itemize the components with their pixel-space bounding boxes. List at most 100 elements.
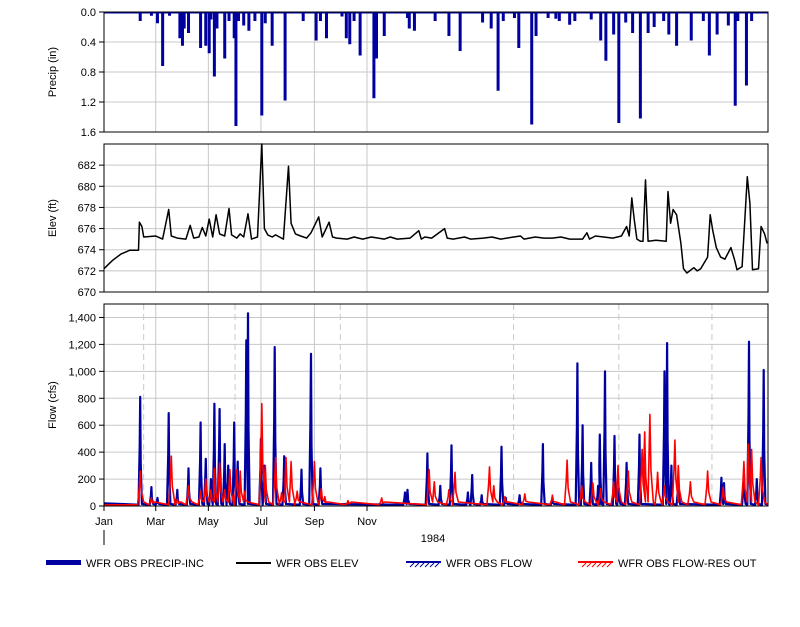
y-tick-label: 1,000 (68, 366, 96, 378)
precip-bar (227, 12, 231, 21)
flow-obs-line (103, 312, 769, 506)
legend-swatch-hatch (429, 562, 435, 568)
precip-bar (324, 12, 328, 39)
precip-bar (223, 12, 227, 59)
precip-bar (612, 12, 616, 35)
precip-bar (496, 12, 500, 91)
legend-swatch-hatch (434, 562, 440, 568)
legend-label: WFR OBS FLOW (446, 558, 533, 570)
precip-bar (546, 12, 550, 18)
precip-bar (215, 12, 219, 29)
precip-bar (180, 12, 184, 46)
precip-bar (178, 12, 182, 39)
precip-bar (204, 12, 208, 46)
precip-bar (263, 12, 267, 24)
precip-bar (689, 12, 693, 41)
x-tick-label: Mar (146, 516, 165, 528)
legend-swatch (46, 560, 81, 565)
x-tick-label: Jul (254, 516, 268, 528)
precip-bar (701, 12, 705, 21)
legend-swatch-hatch (414, 562, 420, 568)
precip-bar (168, 12, 172, 16)
panel-frame (103, 11, 769, 133)
y-tick-label: 800 (78, 393, 96, 405)
precip-bar (750, 12, 754, 21)
y-axis-label: Elev (ft) (47, 199, 59, 237)
precip-bar (283, 12, 287, 101)
precip-bar (199, 12, 203, 48)
precip-bar (232, 12, 236, 39)
panel-2: 670 672 674 676 678 680 682 Elev (ft) (47, 143, 769, 299)
x-tick-label: Nov (357, 516, 377, 528)
precip-bar (744, 12, 748, 86)
legend-label: WFR OBS ELEV (276, 558, 359, 570)
precip-bar (557, 12, 561, 21)
precip-bar (352, 12, 356, 21)
precip-bar (707, 12, 711, 56)
y-tick-label: 674 (78, 245, 96, 257)
precip-bar (344, 12, 348, 39)
legend-item: WFR OBS FLOW (406, 558, 533, 570)
y-tick-label: 400 (78, 447, 96, 459)
precip-bar (318, 12, 322, 21)
precip-bar (589, 12, 593, 20)
y-tick-label: 1,200 (68, 339, 96, 351)
y-tick-label: 682 (78, 160, 96, 172)
y-axis-label: Flow (cfs) (47, 381, 59, 429)
precip-bar (489, 12, 493, 29)
precip-bar (447, 12, 451, 36)
x-tick-label: Jan (95, 516, 113, 528)
precip-bar (517, 12, 521, 48)
precip-bar (433, 12, 437, 21)
precip-bar (374, 12, 378, 59)
precip-bar (534, 12, 538, 36)
precip-bar (624, 12, 628, 23)
precip-bar (149, 12, 153, 16)
precip-bar (667, 12, 671, 35)
precip-bar (406, 12, 410, 18)
legend-swatch-hatch (409, 562, 415, 568)
legend-swatch-hatch (591, 562, 597, 568)
x-axis-year-label: 1984 (421, 533, 445, 545)
precip-bar (604, 12, 608, 61)
y-tick-label: 1.2 (81, 97, 96, 109)
precip-bar (407, 12, 411, 29)
precip-bar (675, 12, 679, 46)
legend-swatch-hatch (424, 562, 430, 568)
precip-bar (599, 12, 603, 41)
y-tick-label: 0.4 (81, 37, 96, 49)
y-tick-label: 1,400 (68, 312, 96, 324)
y-tick-label: 1.6 (81, 127, 96, 139)
precip-bar (253, 12, 257, 21)
precip-bar (270, 12, 274, 46)
y-tick-label: 600 (78, 420, 96, 432)
precip-bar (301, 12, 305, 21)
precip-bar (726, 12, 730, 26)
panel-1: 0.0 0.4 0.8 1.2 1.6 Precip (in) (47, 7, 769, 139)
precip-bar (138, 12, 142, 21)
y-tick-label: 678 (78, 202, 96, 214)
y-tick-label: 670 (78, 287, 96, 299)
legend-swatch-hatch (581, 562, 587, 568)
precip-bar (412, 12, 416, 31)
legend-swatch-hatch (596, 562, 602, 568)
precip-bar (237, 12, 241, 21)
precip-bar (234, 12, 238, 126)
precip-bar (715, 12, 719, 35)
precip-bar (568, 12, 572, 25)
precip-bar (242, 12, 246, 26)
legend-swatch-hatch (586, 562, 592, 568)
legend-swatch-hatch (606, 562, 612, 568)
panel-frame (103, 143, 769, 293)
flow-res-out-line (103, 402, 769, 506)
elev-series-line (103, 143, 768, 274)
precip-bar (348, 12, 352, 45)
precip-bar (530, 12, 534, 125)
y-axis-label: Precip (in) (47, 47, 59, 97)
precip-bar (247, 12, 251, 31)
precip-bar (155, 12, 159, 24)
legend-item: WFR OBS FLOW-RES OUT (578, 558, 757, 570)
precip-bar (161, 12, 165, 66)
y-tick-label: 200 (78, 474, 96, 486)
